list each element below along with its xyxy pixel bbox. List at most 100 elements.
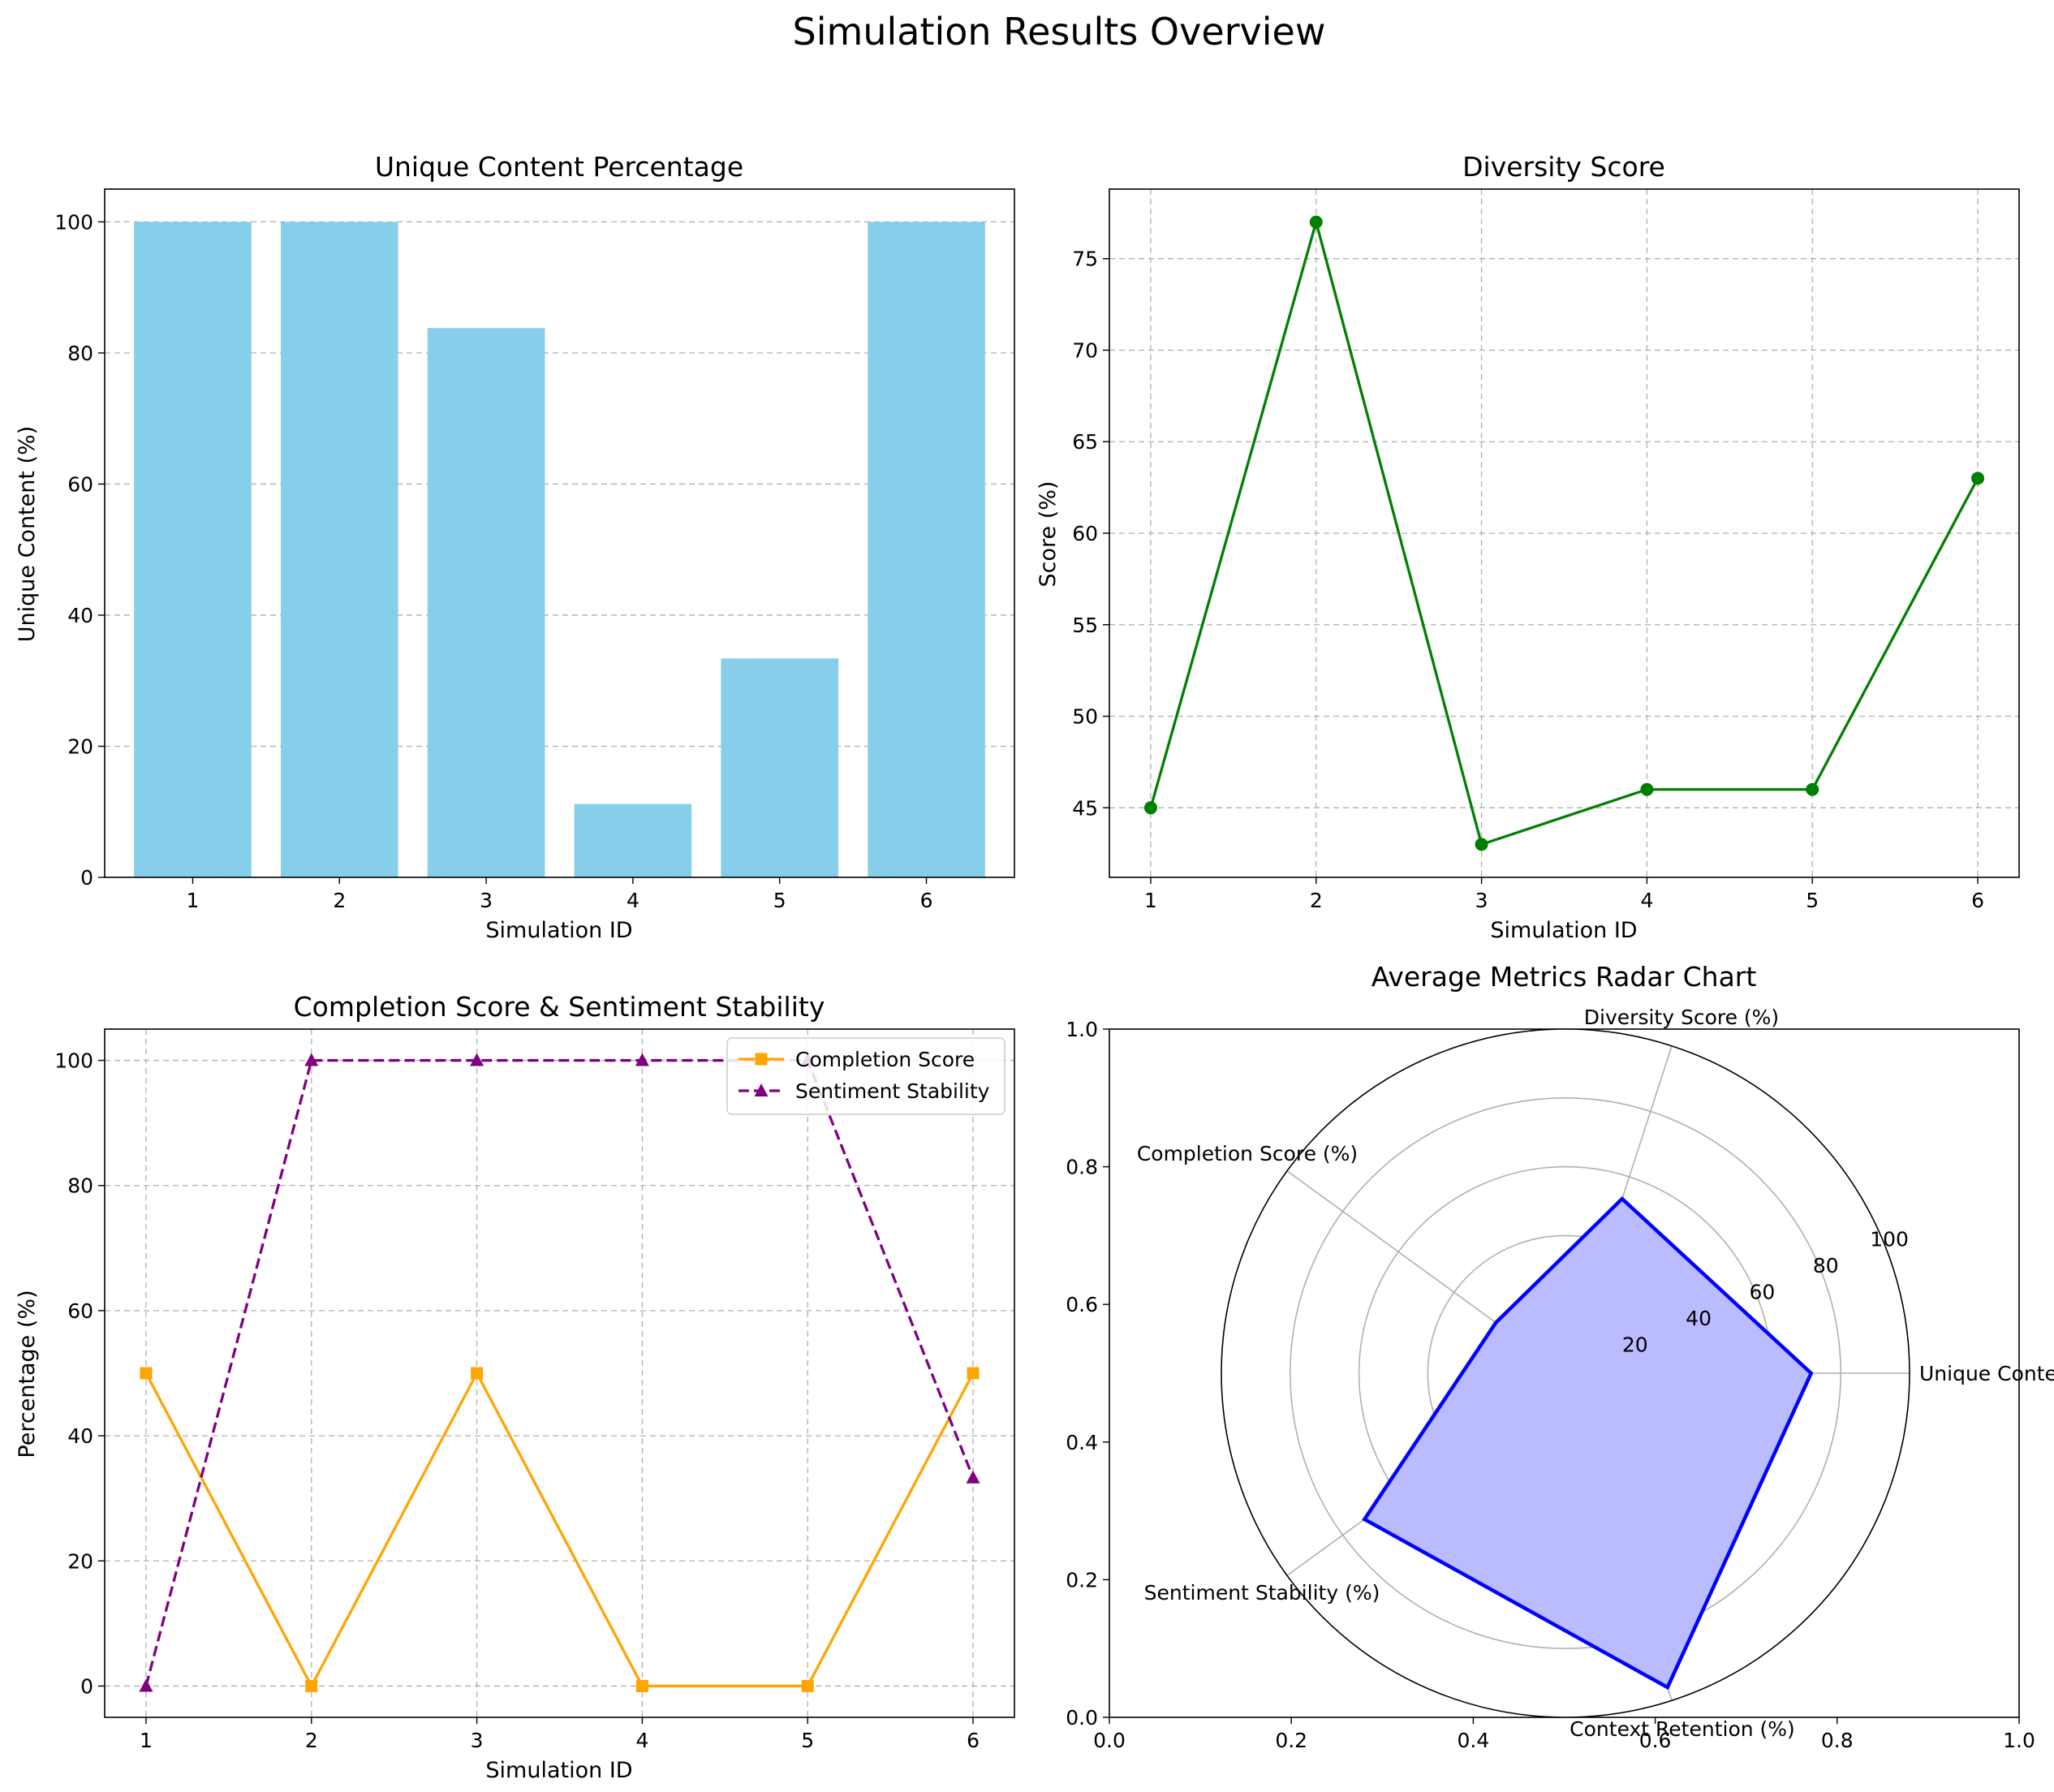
unique-content-bar (868, 222, 985, 877)
diversity-score-line (1149, 217, 1979, 846)
figure-title: Simulation Results Overview (793, 10, 1326, 54)
diversity-score-ytick-label: 60 (1072, 522, 1098, 545)
diversity-score-xtick-label: 4 (1640, 889, 1653, 912)
diversity-score-xtick-label: 5 (1806, 889, 1819, 912)
completion-sentiment-chart: Completion Score & Sentiment Stability S… (15, 991, 1015, 1783)
radar-bg-xtick-label: 0.2 (1275, 1729, 1307, 1752)
diversity-score-point (1309, 215, 1323, 229)
radar-bg-xtick-label: 0.0 (1093, 1729, 1126, 1752)
diversity-score-ytick-label: 55 (1072, 614, 1098, 637)
completion-score-legend-label: Completion Score (795, 1048, 975, 1071)
radar-rtick-label: 80 (1813, 1254, 1839, 1277)
completion-sentiment-ytick-label: 40 (67, 1424, 93, 1448)
diversity-score-frame (1109, 188, 2020, 878)
completion-score-line (144, 1370, 975, 1689)
unique-content-chart: Unique Content Percentage Simulation ID … (15, 151, 1015, 943)
completion-score-point (967, 1367, 980, 1380)
unique-content-ytick-label: 0 (80, 866, 93, 890)
completion-score-point (801, 1679, 814, 1692)
diversity-score-point (1971, 472, 1985, 485)
radar-bg-ytick-label: 0.6 (1066, 1293, 1098, 1316)
unique-content-xtick-label: 2 (333, 889, 346, 912)
radar-title: Average Metrics Radar Chart (1371, 961, 1757, 993)
diversity-score-title: Diversity Score (1462, 151, 1665, 183)
radar-fill (1364, 1199, 1811, 1688)
sentiment-stability-point (470, 1053, 484, 1066)
unique-content-xtick-label: 3 (480, 889, 493, 912)
unique-content-ytick-label: 100 (54, 210, 93, 234)
unique-content-xtick-label: 4 (627, 889, 639, 912)
sentiment-stability-point (139, 1678, 153, 1692)
completion-sentiment-ytick-label: 100 (54, 1049, 93, 1073)
completion-sentiment-frame (104, 1028, 1015, 1718)
completion-sentiment-xtick-label: 5 (801, 1729, 814, 1752)
diversity-score-point (1143, 801, 1157, 815)
sentiment-stability-point (304, 1053, 319, 1066)
completion-score-point (305, 1679, 318, 1692)
completion-score-point (471, 1367, 484, 1380)
diversity-score-xtick-label: 3 (1475, 889, 1488, 912)
completion-sentiment-xlabel: Simulation ID (485, 1758, 632, 1783)
diversity-score-ylabel: Score (%) (1036, 481, 1061, 588)
completion-score-legend-marker (755, 1053, 768, 1066)
radar-bg-ytick-label: 0.2 (1066, 1568, 1098, 1592)
completion-sentiment-ylabel: Percentage (%) (15, 1290, 40, 1458)
diversity-score-ytick-label: 70 (1072, 338, 1098, 362)
unique-content-ytick-label: 80 (67, 342, 93, 365)
diversity-score-ytick-label: 65 (1072, 430, 1098, 454)
completion-sentiment-ytick-label: 60 (67, 1299, 93, 1323)
unique-content-xtick-label: 6 (920, 889, 933, 912)
radar-bg-ytick-label: 1.0 (1066, 1018, 1098, 1041)
unique-content-bar (134, 222, 252, 877)
unique-content-bar (574, 803, 692, 877)
radar-category-label: Sentiment Stability (%) (1144, 1581, 1380, 1605)
radar-bg-xtick-label: 0.6 (1639, 1729, 1672, 1752)
unique-content-ytick-label: 60 (67, 472, 93, 496)
completion-sentiment-xtick-label: 6 (967, 1729, 980, 1752)
completion-sentiment-xtick-label: 4 (635, 1729, 648, 1752)
diversity-score-xtick-label: 6 (1971, 889, 1984, 912)
diversity-score-point (1640, 782, 1654, 796)
sentiment-stability-point (635, 1053, 649, 1066)
completion-sentiment-xtick-label: 2 (305, 1729, 318, 1752)
unique-content-bar (280, 222, 398, 877)
unique-content-bar (721, 658, 839, 877)
radar-chart: Average Metrics Radar Chart 0.00.0 0.2 0.2… (1066, 961, 2054, 1752)
unique-content-xtick-label: 5 (773, 889, 786, 912)
sentiment-stability-legend-label: Sentiment Stability (795, 1079, 990, 1103)
unique-content-ytick-label: 20 (67, 734, 93, 758)
radar-category-label: Completion Score (%) (1137, 1142, 1358, 1165)
radar-bg-ytick-label: 0.8 (1066, 1156, 1098, 1179)
diversity-score-point (1806, 782, 1819, 796)
radar-rtick-label: 20 (1622, 1333, 1648, 1356)
radar-rtick-label: 100 (1870, 1228, 1909, 1251)
radar-bg-xtick-label: 0.8 (1821, 1729, 1854, 1752)
diversity-score-ytick-label: 45 (1072, 796, 1098, 820)
diversity-score-xtick-label: 1 (1144, 889, 1157, 912)
sentiment-stability-line (144, 1058, 975, 1686)
radar-bg-xtick-label: 1.0 (2003, 1729, 2035, 1752)
completion-score-point (635, 1679, 648, 1692)
sentiment-stability-point (966, 1470, 980, 1484)
completion-score-point (140, 1367, 153, 1380)
radar-bg-ytick-label: 0.4 (1066, 1431, 1098, 1454)
completion-sentiment-ytick-label: 0 (80, 1674, 93, 1698)
legend-box (726, 1037, 1005, 1115)
diversity-score-ytick-label: 75 (1072, 248, 1098, 271)
completion-sentiment-xtick-label: 1 (140, 1729, 153, 1752)
radar-category-label: Diversity Score (%) (1584, 1006, 1779, 1029)
completion-sentiment-ytick-label: 20 (67, 1549, 93, 1573)
radar-outer-ring (1221, 1028, 1910, 1718)
unique-content-xtick-label: 1 (187, 889, 200, 912)
radar-rtick-label: 40 (1686, 1307, 1712, 1330)
radar-category-label: Unique Content (%) (1919, 1362, 2054, 1385)
completion-sentiment-xtick-label: 3 (471, 1729, 484, 1752)
radar-bg-xtick-label: 0.4 (1458, 1729, 1490, 1752)
sentiment-stability-legend-marker (754, 1083, 769, 1096)
diversity-score-xtick-label: 2 (1310, 889, 1323, 912)
unique-content-xlabel: Simulation ID (485, 918, 632, 943)
radar-bg-ytick-label: 0.0 (1066, 1706, 1098, 1730)
unique-content-ytick-label: 40 (67, 604, 93, 627)
unique-content-frame (104, 188, 1015, 878)
